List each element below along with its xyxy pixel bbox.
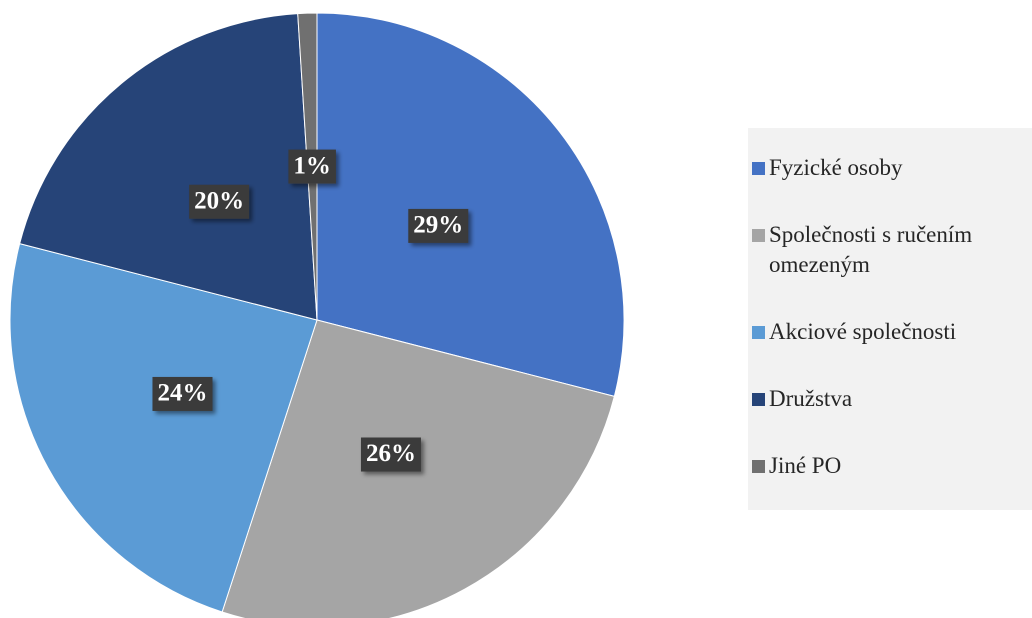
pie-slice [9, 243, 318, 613]
data-label: 1% [288, 149, 336, 184]
data-label-text: 20% [194, 187, 244, 214]
data-label-text: 1% [293, 152, 331, 179]
data-label-box [288, 149, 336, 184]
data-label-box [408, 208, 469, 243]
legend-label: Družstva [769, 386, 853, 412]
legend-item: Fyzické osoby [752, 153, 1032, 183]
legend-label: Fyzické osoby [769, 154, 903, 180]
pie-slice [316, 12, 625, 397]
legend-swatch [752, 228, 765, 242]
data-label-box [360, 437, 421, 472]
pie-area: 29% 26% 24% 20% 1% [9, 12, 625, 618]
data-label-text: 24% [157, 380, 207, 407]
legend-item: Akciové společnosti [752, 317, 1032, 347]
data-label: 29% [408, 208, 469, 243]
legend-swatch [752, 325, 765, 339]
legend-item: Společnosti s ručením omezeným [752, 220, 1032, 280]
data-label-box [152, 376, 213, 411]
legend-swatch [752, 393, 765, 407]
data-label-text: 26% [366, 440, 416, 467]
data-label-box [189, 184, 250, 219]
legend-label: Jiné PO [769, 453, 842, 479]
data-label-text: 29% [413, 212, 463, 239]
legend-item: Družstva [752, 384, 1032, 414]
legend-label: Akciové společnosti [769, 318, 957, 344]
pie-slice [19, 13, 318, 321]
legend-label: Společnosti s ručením omezeným [769, 221, 973, 277]
legend-swatch [752, 460, 765, 474]
data-label: 24% [152, 376, 213, 411]
data-label: 26% [360, 437, 421, 472]
data-label: 20% [189, 184, 250, 219]
legend: Fyzické osoby Společnosti s ručením omeze… [748, 128, 1032, 510]
legend-item: Jiné PO [752, 451, 1032, 481]
legend-swatch [752, 161, 765, 175]
